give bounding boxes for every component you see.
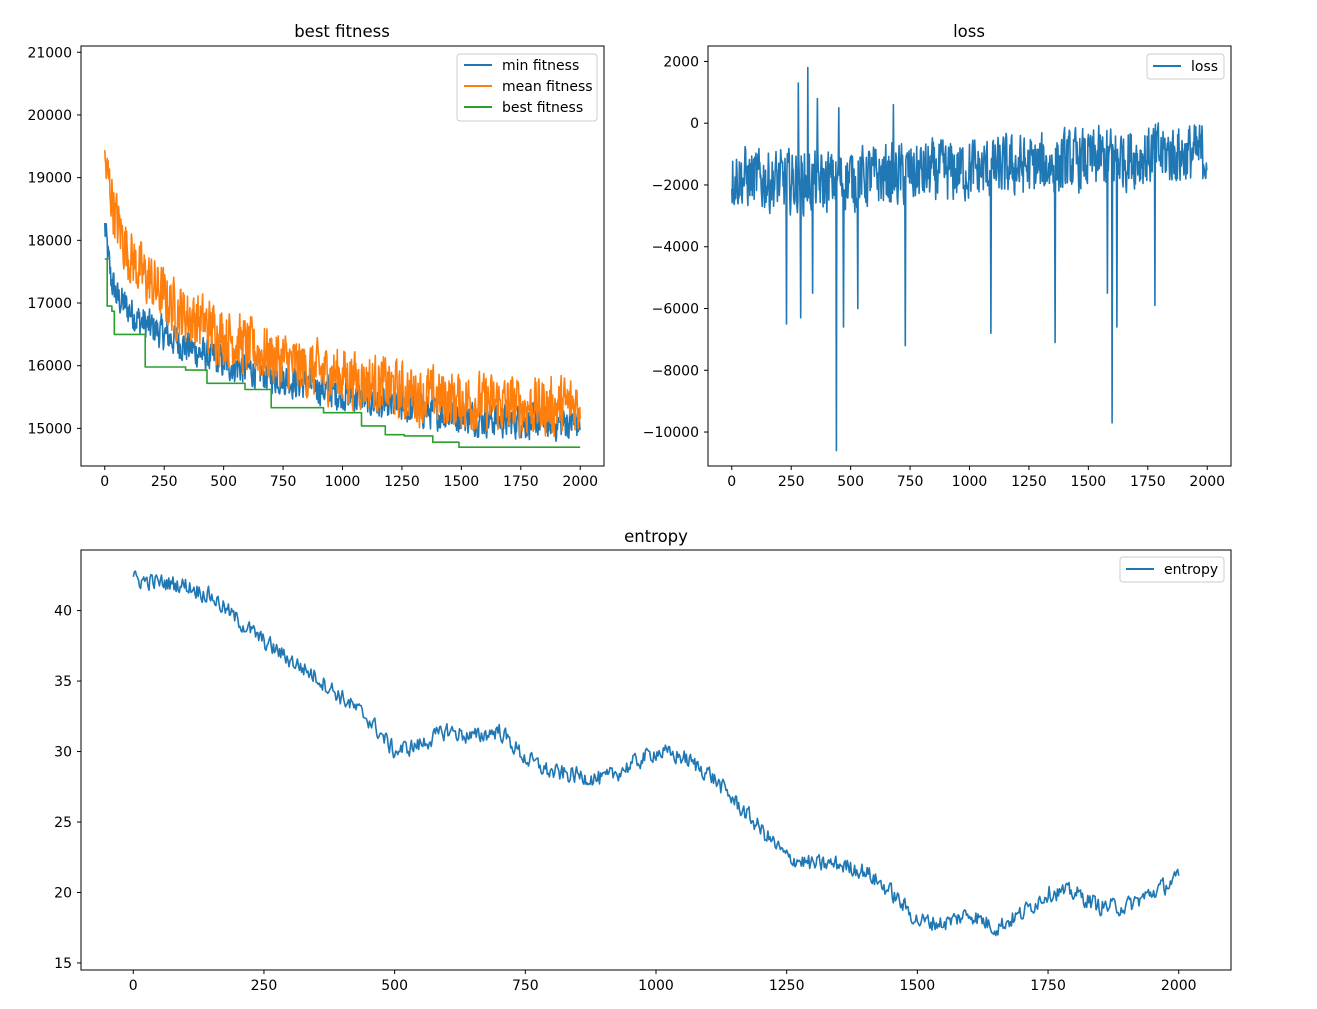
x-tick-label: 1000 — [952, 474, 988, 490]
y-tick-label: −10000 — [643, 425, 699, 441]
y-tick-label: 15000 — [27, 421, 72, 437]
legend-box — [456, 53, 598, 122]
y-tick-label: 16000 — [27, 359, 72, 375]
x-tick-label: 0 — [129, 978, 138, 994]
chart-title: loss — [953, 22, 985, 41]
x-tick-label: 1250 — [769, 978, 805, 994]
x-tick-label: 1000 — [325, 474, 361, 490]
y-tick-label: 20 — [54, 885, 72, 901]
x-tick-label: 1750 — [1130, 474, 1166, 490]
y-tick-label: 21000 — [27, 45, 72, 61]
panel-best-fitness: best fitness 0 250 500 750 1000 1250 1500 1750 2… — [27, 22, 605, 490]
legend-box — [1146, 53, 1225, 80]
legend: entropy — [1119, 556, 1225, 583]
x-tick-label: 750 — [270, 474, 297, 490]
x-tick-label: 750 — [897, 474, 924, 490]
legend-label-min-fitness: min fitness — [502, 58, 579, 74]
x-tick-label: 250 — [778, 474, 805, 490]
y-tick-label: 17000 — [27, 296, 72, 312]
y-tick-label: 25 — [54, 815, 72, 831]
legend-label-entropy: entropy — [1164, 562, 1218, 578]
y-tick-label: −4000 — [652, 240, 699, 256]
x-tick-label: 2000 — [1161, 978, 1197, 994]
series-line-best-fitness — [104, 258, 581, 448]
plot-area — [104, 150, 581, 448]
y-tick-label: 0 — [690, 116, 699, 132]
x-tick-label: 1000 — [638, 978, 674, 994]
x-tick-label: 0 — [100, 474, 109, 490]
panel-entropy: entropy 0 250 500 750 1000 1250 1500 1750 2000 15… — [54, 527, 1232, 994]
y-tick-label: 19000 — [27, 171, 72, 187]
y-tick-label: 40 — [54, 604, 72, 620]
y-tick-label: 2000 — [663, 54, 699, 70]
x-tick-label: 0 — [727, 474, 736, 490]
y-tick-label: 30 — [54, 745, 72, 761]
y-tick-label: 35 — [54, 674, 72, 690]
x-tick-label: 1500 — [444, 474, 480, 490]
chart-title: entropy — [624, 527, 688, 546]
legend: min fitness mean fitness best fitness — [456, 53, 598, 122]
x-tick-label: 1500 — [1071, 474, 1107, 490]
y-tick-label: 18000 — [27, 233, 72, 249]
x-tick-label: 1500 — [900, 978, 936, 994]
series-line-mean-fitness — [104, 150, 581, 438]
legend: loss — [1146, 53, 1225, 80]
chart-title: best fitness — [294, 22, 390, 41]
x-tick-label: 750 — [512, 978, 539, 994]
panel-loss: loss 0 250 500 750 1000 1250 1500 1750 2000 2000 0… — [643, 22, 1232, 490]
x-tick-label: 1750 — [1030, 978, 1066, 994]
x-tick-label: 500 — [210, 474, 237, 490]
y-tick-label: −2000 — [652, 178, 699, 194]
x-tick-label: 1750 — [503, 474, 539, 490]
x-tick-label: 1250 — [1011, 474, 1047, 490]
legend-label-best-fitness: best fitness — [502, 100, 583, 116]
y-tick-label: 15 — [54, 956, 72, 972]
legend-label-mean-fitness: mean fitness — [502, 79, 593, 95]
x-tick-label: 2000 — [1189, 474, 1225, 490]
x-tick-label: 250 — [251, 978, 278, 994]
y-tick-label: 20000 — [27, 108, 72, 124]
x-tick-label: 250 — [151, 474, 178, 490]
legend-label-loss: loss — [1191, 59, 1218, 75]
plot-area — [132, 570, 1180, 937]
series-line-loss — [731, 66, 1208, 452]
x-tick-label: 500 — [837, 474, 864, 490]
legend-box — [1119, 556, 1225, 583]
plot-area — [731, 66, 1208, 452]
x-tick-label: 1250 — [384, 474, 420, 490]
y-tick-label: −6000 — [652, 302, 699, 318]
x-tick-label: 2000 — [562, 474, 598, 490]
series-line-entropy — [132, 570, 1180, 937]
y-tick-label: −8000 — [652, 363, 699, 379]
x-tick-label: 500 — [381, 978, 408, 994]
